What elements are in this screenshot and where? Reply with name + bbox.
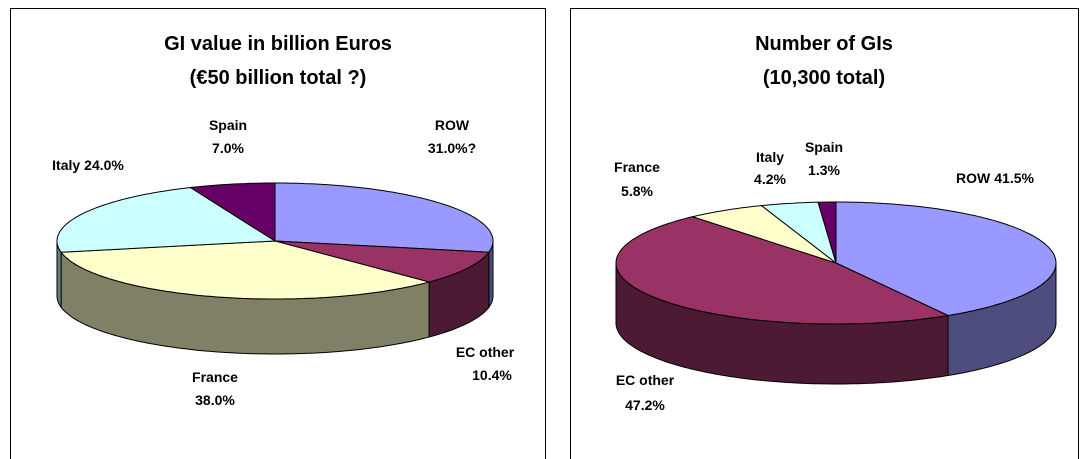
pie-slice — [60, 240, 432, 300]
data-label: ROW 41.5% — [956, 170, 1034, 186]
chart-subtitle: (€50 billion total ?) — [190, 67, 367, 89]
category-label: EC other — [456, 344, 515, 360]
category-label: Spain — [209, 117, 247, 133]
chart-subtitle: (10,300 total) — [763, 67, 885, 89]
pie-slice — [835, 201, 1057, 317]
value-label: 41.5% — [994, 170, 1034, 186]
chart: Number of GIs (10,300 total) ROW 41.5% EC ot… — [614, 33, 1057, 413]
pie-slice — [274, 182, 494, 253]
chart: GI value in billion Euros (€50 billion to… — [52, 33, 515, 408]
value-label: 31.0%? — [428, 140, 476, 156]
category-label: Italy — [52, 157, 80, 173]
value-label: 10.4% — [472, 367, 512, 383]
category-label: Italy — [756, 149, 784, 165]
pie-slice — [760, 201, 837, 265]
category-label: Spain — [805, 139, 843, 155]
pie-slice — [817, 201, 837, 264]
chart-title: Number of GIs — [755, 33, 893, 55]
pie-slice — [615, 216, 950, 325]
category-label: EC other — [616, 372, 675, 388]
value-label: 7.0% — [212, 140, 244, 156]
category-label: ROW — [435, 117, 470, 133]
category-label: France — [614, 159, 660, 175]
pie-slice — [56, 186, 277, 253]
pie-slice — [274, 240, 490, 283]
category-label: France — [192, 369, 238, 385]
data-label: Italy 24.0% — [52, 157, 124, 173]
chart-title: GI value in billion Euros — [164, 33, 392, 55]
pie-slice — [690, 205, 837, 264]
value-label: 24.0% — [84, 157, 124, 173]
pie-slice — [188, 182, 276, 242]
value-label: 4.2% — [754, 171, 786, 187]
value-label: 47.2% — [625, 397, 665, 413]
category-label: ROW — [956, 170, 991, 186]
value-label: 5.8% — [621, 183, 653, 199]
value-label: 1.3% — [808, 162, 840, 178]
value-label: 38.0% — [195, 392, 235, 408]
